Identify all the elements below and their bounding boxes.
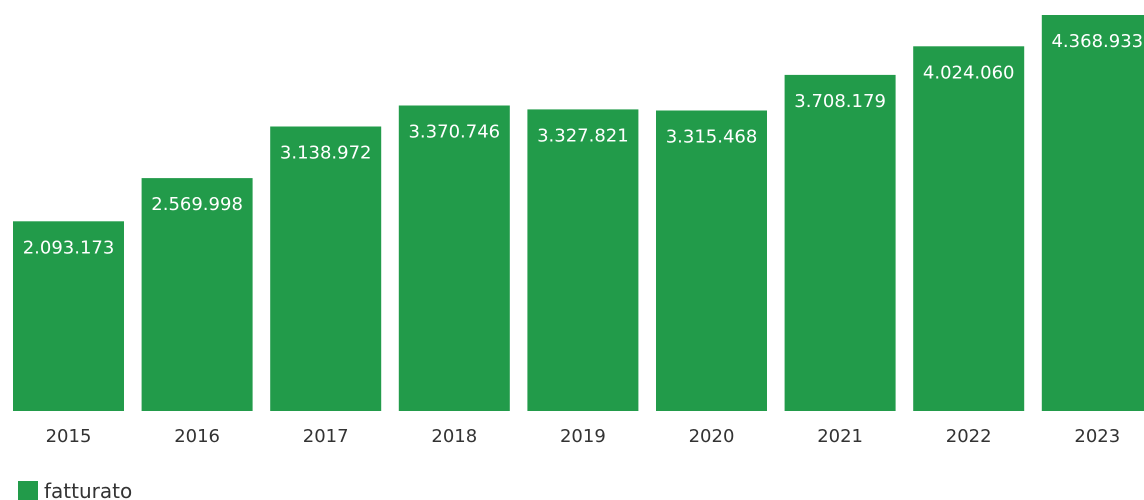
value-label-2020: 3.315.468 [666, 127, 758, 148]
x-tick-label-2018: 2018 [431, 426, 477, 447]
x-tick-label-2015: 2015 [46, 426, 92, 447]
legend-swatch [18, 481, 38, 500]
x-tick-label-2019: 2019 [560, 426, 606, 447]
value-label-2017: 3.138.972 [280, 143, 372, 164]
bar-2020 [656, 110, 767, 411]
bar-2017 [270, 126, 382, 411]
value-label-2018: 3.370.746 [408, 122, 500, 143]
x-tick-label-2021: 2021 [817, 426, 863, 447]
x-tick-label-2023: 2023 [1074, 426, 1120, 447]
bars-layer [13, 15, 1144, 412]
x-tick-label-2022: 2022 [946, 426, 992, 447]
x-tick-label-2017: 2017 [303, 426, 349, 447]
value-label-2019: 3.327.821 [537, 125, 629, 146]
value-label-2016: 2.569.998 [151, 194, 243, 215]
value-labels-layer: 2.093.173 2.569.998 3.138.972 3.370.746 3.32… [23, 31, 1143, 258]
x-tick-label-2016: 2016 [174, 426, 220, 447]
x-tick-label-2020: 2020 [689, 426, 735, 447]
value-label-2022: 4.024.060 [923, 62, 1015, 83]
bar-2021 [784, 74, 896, 412]
bar-2016 [141, 178, 253, 411]
bar-2019 [527, 109, 639, 412]
bar-2015 [13, 221, 124, 411]
bar-2023 [1041, 15, 1144, 411]
legend: fatturato [18, 479, 132, 500]
bar-2022 [913, 46, 1025, 412]
x-axis-tick-labels: 2015 2016 2017 2018 2019 2020 2021 2022 2023 [46, 426, 1121, 447]
legend-label: fatturato [44, 479, 132, 500]
value-label-2015: 2.093.173 [23, 237, 115, 258]
value-label-2021: 3.708.179 [794, 91, 886, 112]
value-label-2023: 4.368.933 [1051, 31, 1143, 52]
bar-2018 [398, 105, 510, 411]
